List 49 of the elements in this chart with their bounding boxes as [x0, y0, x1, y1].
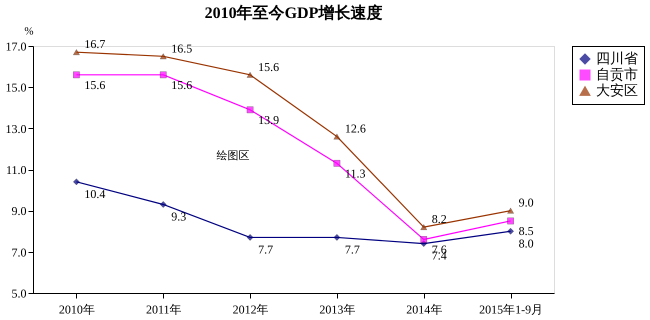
data-label: 9.3 [171, 209, 186, 224]
data-label: 12.6 [344, 122, 366, 136]
data-label: 7.7 [258, 242, 274, 256]
point [73, 49, 80, 56]
y-tick-label: 15.0 [6, 80, 26, 95]
legend-label: 四川省 [596, 51, 638, 67]
y-tick-label: 11.0 [6, 163, 26, 177]
point [420, 224, 428, 230]
point [246, 106, 254, 114]
data-label: 15.6 [84, 78, 106, 92]
data-label: 8.2 [432, 212, 447, 226]
data-label: 7.7 [344, 242, 360, 256]
point [160, 53, 167, 60]
y-tick-label: 13.0 [6, 122, 26, 136]
chart-title: 2010年至今GDP增长速度 [204, 3, 382, 22]
data-label: 10.4 [84, 186, 106, 201]
y-tick-label: 9.0 [12, 204, 26, 218]
point [246, 234, 254, 241]
data-label: 9.0 [518, 196, 534, 210]
point [73, 72, 80, 78]
x-tick-label: 2014年 [406, 302, 442, 316]
point [507, 218, 514, 224]
point [420, 236, 428, 243]
x-tick-label: 2013年 [319, 302, 356, 316]
y-tick-label: 7.0 [12, 245, 26, 260]
point [334, 234, 340, 241]
point [334, 134, 340, 140]
point [334, 160, 340, 167]
annotation: 绘图区 [216, 150, 250, 162]
point [507, 228, 514, 235]
point [160, 201, 167, 208]
x-tick-label: 2015年1-9月 [479, 302, 544, 316]
data-label: 16.7 [84, 37, 106, 52]
y-tick-label: 17.0 [6, 40, 26, 54]
y-axis-title: % [24, 26, 34, 38]
legend-label: 大安区 [596, 83, 638, 99]
y-tick-label: 5.0 [12, 286, 26, 300]
point [73, 178, 80, 186]
data-label: 15.6 [258, 60, 280, 74]
data-label: 8.0 [518, 236, 534, 250]
point [160, 72, 167, 78]
x-tick-label: 2011年 [146, 302, 182, 316]
legend-label: 自贡市 [596, 67, 638, 83]
data-label: 16.5 [171, 41, 192, 56]
x-tick-label: 2012年 [232, 302, 269, 316]
data-label: 8.5 [518, 224, 534, 238]
point [507, 208, 514, 214]
point [246, 72, 254, 78]
x-tick-label: 2010年 [58, 302, 95, 316]
